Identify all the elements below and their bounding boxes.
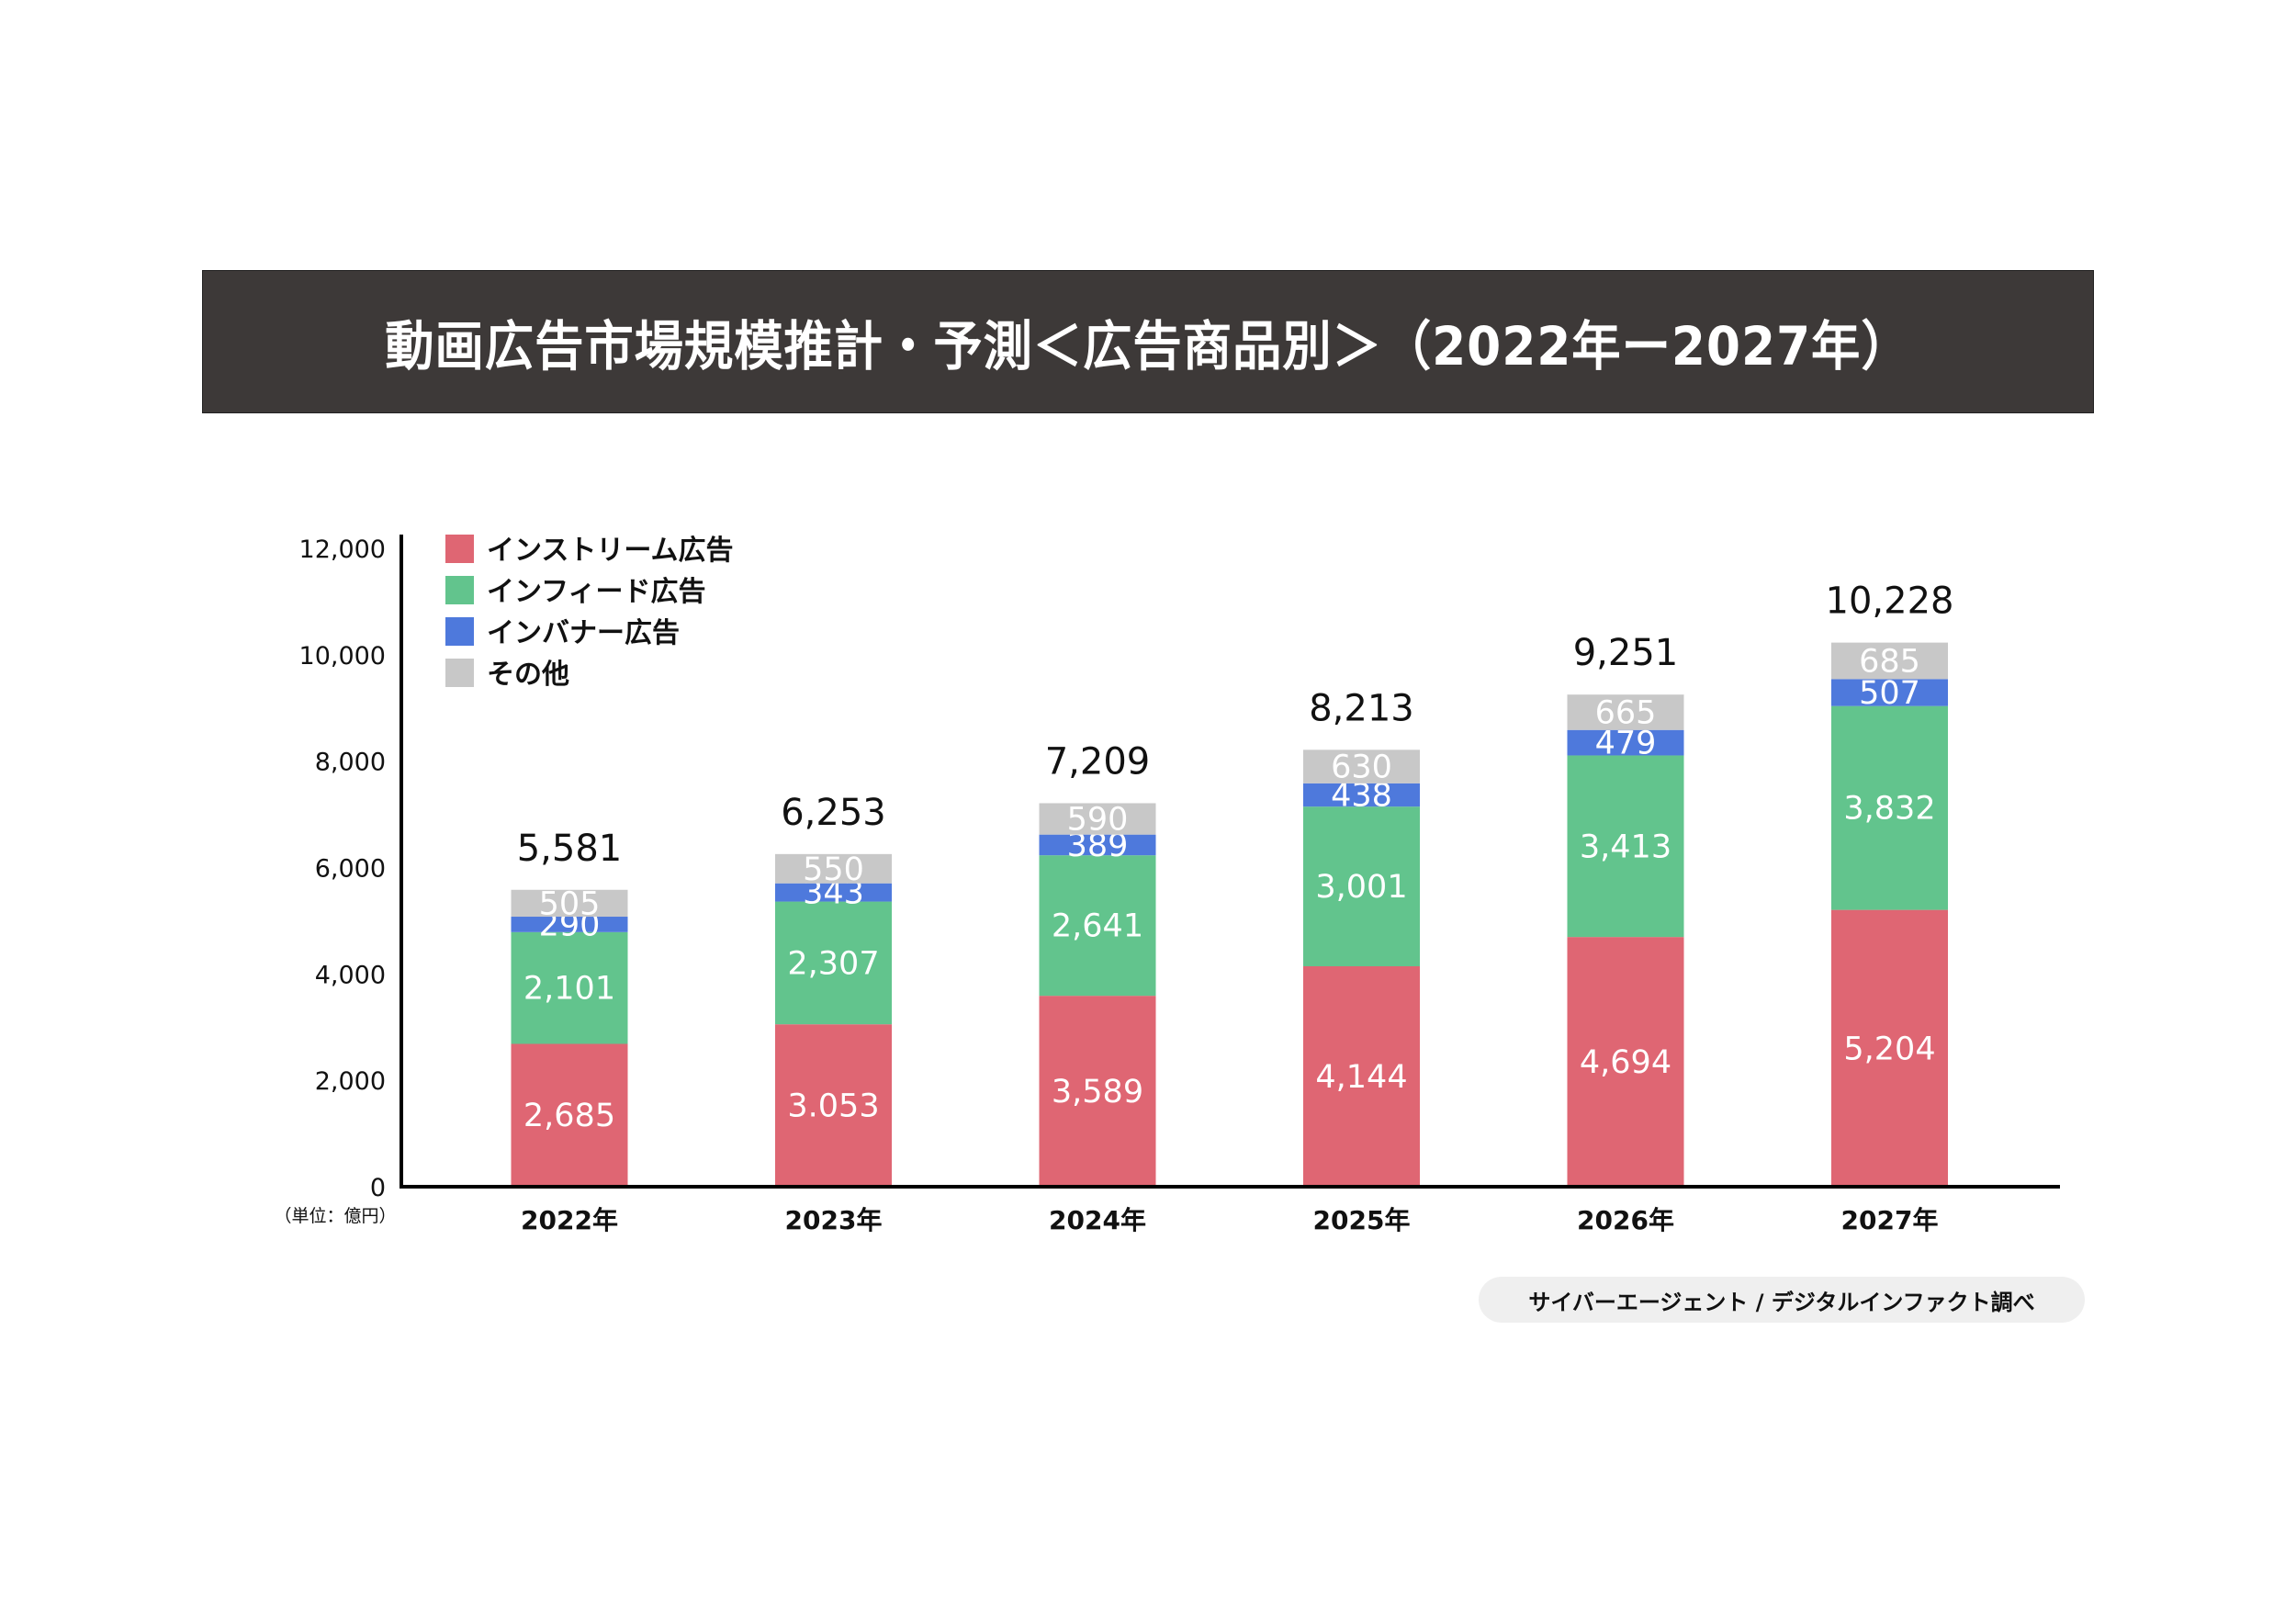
bar-segment [1303,806,1420,966]
bar-segment [775,853,892,884]
y-tick-label: 10,000 [299,642,386,671]
segment-value-label: 3,001 [1315,869,1407,906]
segment-value-label: 5,204 [1843,1031,1935,1067]
bar-segment [1831,679,1948,706]
segment-value-label: 4,144 [1315,1059,1407,1096]
total-value-label: 10,228 [1826,580,1954,623]
bar-segment [511,917,628,932]
segment-value-label: 2,307 [787,945,879,982]
legend-swatch [445,576,474,604]
segment-value-label: 2,101 [523,971,615,1008]
segment-value-label: 630 [1331,750,1392,786]
bar-segment [1567,694,1684,730]
legend-swatch [445,659,474,687]
legend-item: インフィード広告 [445,576,706,608]
bar-segment [1303,783,1420,807]
x-tick-label: 2026年 [1577,1205,1674,1235]
y-tick-label: 2,000 [315,1067,386,1096]
bar-segment [1039,803,1156,835]
legend-label: インフィード広告 [487,576,706,608]
segment-value-label: 3,832 [1843,791,1935,828]
bar-segment [511,889,628,918]
bar-segment [775,883,892,902]
segment-value-label: 3,413 [1580,828,1671,865]
total-value-label: 7,209 [1045,740,1151,783]
x-tick-label: 2027年 [1841,1205,1939,1235]
legend-label: インバナー広告 [487,617,680,649]
legend-swatch [445,535,474,563]
y-tick-label: 12,000 [299,535,386,564]
title-banner: 動画広告市場規模推計・予測＜広告商品別＞（2022年ー2027年） [202,270,2094,413]
legend-item: インストリーム広告 [445,535,734,567]
legend-item: インバナー広告 [445,617,680,649]
bar-segment [1039,996,1156,1187]
bar-segment [1831,705,1948,910]
segment-value-label: 507 [1859,675,1920,712]
source-text: サイバーエージェント / デジタルインファクト調べ [1528,1289,2035,1315]
unit-label: （単位：億円） [274,1206,396,1226]
bar-segment [775,1024,892,1187]
segment-value-label: 665 [1595,694,1657,731]
legend-label: インストリーム広告 [487,535,734,567]
segment-value-label: 2,641 [1052,908,1143,945]
x-tick-label: 2022年 [521,1205,618,1235]
segment-value-label: 3.053 [787,1088,879,1125]
total-value-label: 9,251 [1573,632,1679,674]
bar-segment [511,1043,628,1187]
chart-title: 動画広告市場規模推計・予測＜広告商品別＞（2022年ー2027年） [385,315,1911,378]
bar-segment [1567,729,1684,756]
x-tick-label: 2025年 [1313,1205,1411,1235]
y-tick-label: 0 [370,1174,386,1202]
bar-segment [1567,755,1684,938]
segment-value-label: 550 [803,851,864,888]
bar-segment [1831,642,1948,680]
y-tick-labels: 0 2,000 4,000 6,000 8,000 10,000 12,000 [299,535,386,1202]
bar-segment [1039,834,1156,856]
bar-segment [775,901,892,1025]
x-tick-label: 2024年 [1049,1205,1146,1235]
source-badge: サイバーエージェント / デジタルインファクト調べ [1479,1277,2085,1323]
total-value-label: 5,581 [517,828,623,870]
y-tick-label: 6,000 [315,855,386,884]
x-tick-label: 2023年 [785,1205,883,1235]
bar-segment [1831,909,1948,1187]
segment-value-label: 438 [1331,778,1392,815]
segment-value-label: 2,685 [523,1098,615,1134]
legend-label: その他 [487,659,569,691]
segment-value-label: 590 [1067,802,1129,839]
segment-value-label: 4,694 [1580,1044,1671,1081]
y-tick-label: 4,000 [315,961,386,989]
total-value-label: 8,213 [1309,687,1414,729]
segment-value-label: 479 [1595,726,1657,762]
bar-segment [1303,750,1420,783]
legend-swatch [445,617,474,646]
bars-group: 2,6852,1012905055,5813.0532,3073435506,2… [511,580,1954,1187]
total-value-label: 6,253 [781,792,886,834]
segment-value-label: 505 [539,885,601,922]
bar-segment [1567,937,1684,1187]
y-tick-label: 8,000 [315,749,386,777]
legend-item: その他 [445,659,569,691]
segment-value-label: 3,589 [1052,1074,1143,1110]
bar-segment [1039,855,1156,997]
bar-segment [511,931,628,1044]
axes-group [400,535,2060,1189]
segment-value-label: 685 [1859,643,1920,680]
x-tick-labels: 2022年 2023年 2024年 2025年 2026年 2027年 [521,1205,1938,1235]
bar-segment [1303,965,1420,1187]
